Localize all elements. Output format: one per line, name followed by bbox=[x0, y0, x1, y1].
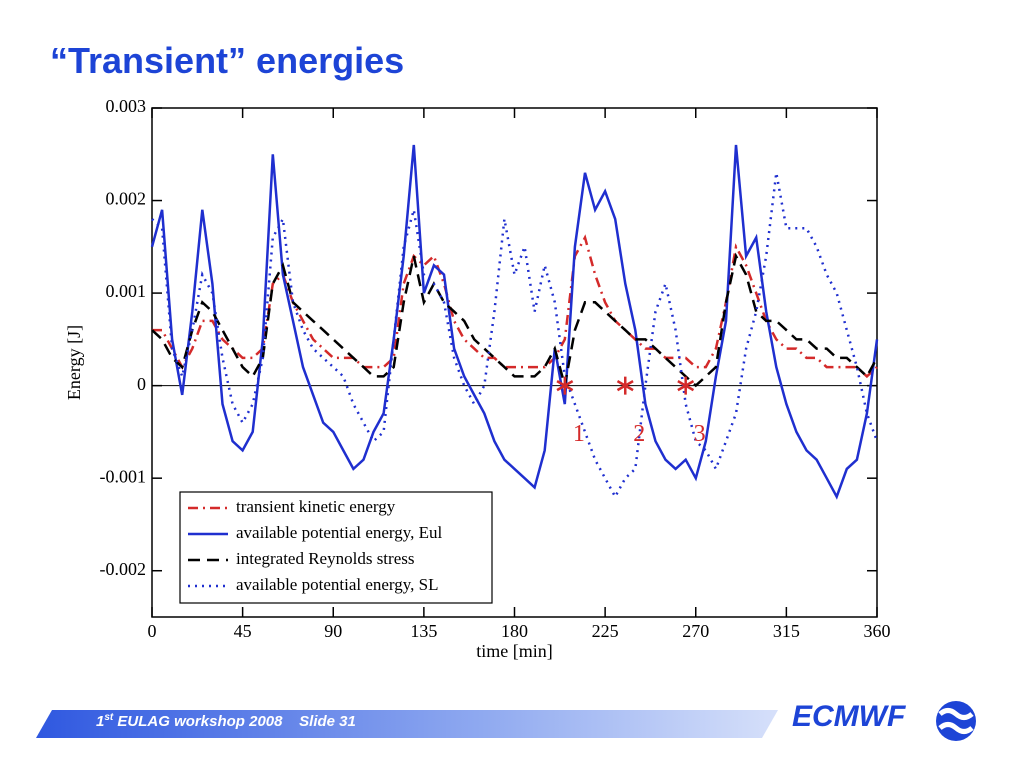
legend-label: transient kinetic energy bbox=[236, 497, 396, 516]
footer-slide: Slide 31 bbox=[299, 713, 356, 730]
annotation-star bbox=[556, 376, 574, 395]
footer-shape bbox=[36, 710, 778, 738]
x-tick-label: 180 bbox=[501, 621, 528, 641]
legend-label: available potential energy, SL bbox=[236, 575, 439, 594]
x-tick-label: 45 bbox=[234, 621, 252, 641]
logo: ECMWF bbox=[792, 700, 906, 733]
series-line bbox=[151, 172, 879, 500]
star-stroke bbox=[616, 380, 634, 392]
x-tick-label: 360 bbox=[864, 621, 891, 641]
annotation-label: 2 bbox=[633, 421, 645, 447]
annotation-label: 3 bbox=[694, 421, 706, 447]
legend-label: available potential energy, Eul bbox=[236, 523, 443, 542]
x-tick-label: 135 bbox=[410, 621, 437, 641]
y-tick-label: 0.002 bbox=[106, 189, 147, 209]
y-tick-label: 0.003 bbox=[106, 96, 147, 116]
y-tick-label: -0.002 bbox=[100, 559, 147, 579]
x-tick-label: 315 bbox=[773, 621, 800, 641]
y-axis-label: Energy [J] bbox=[64, 325, 84, 400]
slide-title: “Transient” energies bbox=[50, 40, 405, 81]
legend-label: integrated Reynolds stress bbox=[236, 549, 414, 568]
annotation-star bbox=[677, 376, 695, 395]
star-stroke bbox=[677, 380, 695, 392]
footer-event: EULAG workshop 2008 bbox=[117, 713, 283, 730]
series-line bbox=[151, 252, 879, 388]
star-stroke bbox=[556, 380, 574, 392]
series-line bbox=[152, 234, 878, 379]
series-line bbox=[150, 144, 879, 500]
x-tick-label: 90 bbox=[324, 621, 342, 641]
annotation-star bbox=[616, 376, 634, 395]
footer-ordinal-suffix: st bbox=[104, 712, 114, 723]
x-tick-label: 270 bbox=[682, 621, 709, 641]
footer-ordinal: 1 bbox=[96, 713, 105, 730]
y-tick-label: 0.001 bbox=[106, 281, 147, 301]
annotation-label: 1 bbox=[573, 421, 585, 447]
footer: 1st EULAG workshop 2008 Slide 31 bbox=[96, 712, 356, 730]
x-axis-label: time [min] bbox=[476, 641, 552, 661]
chart: -0.002 -0.001 0 0.001 0.002 0.003 0 45 90 135 180 2… bbox=[64, 96, 891, 661]
y-tick-label: -0.001 bbox=[100, 466, 147, 486]
y-tick-label: 0 bbox=[137, 374, 146, 394]
x-tick-label: 225 bbox=[592, 621, 619, 641]
legend-box bbox=[179, 491, 493, 604]
x-tick-label: 0 bbox=[148, 621, 157, 641]
logo-symbol bbox=[936, 701, 976, 741]
